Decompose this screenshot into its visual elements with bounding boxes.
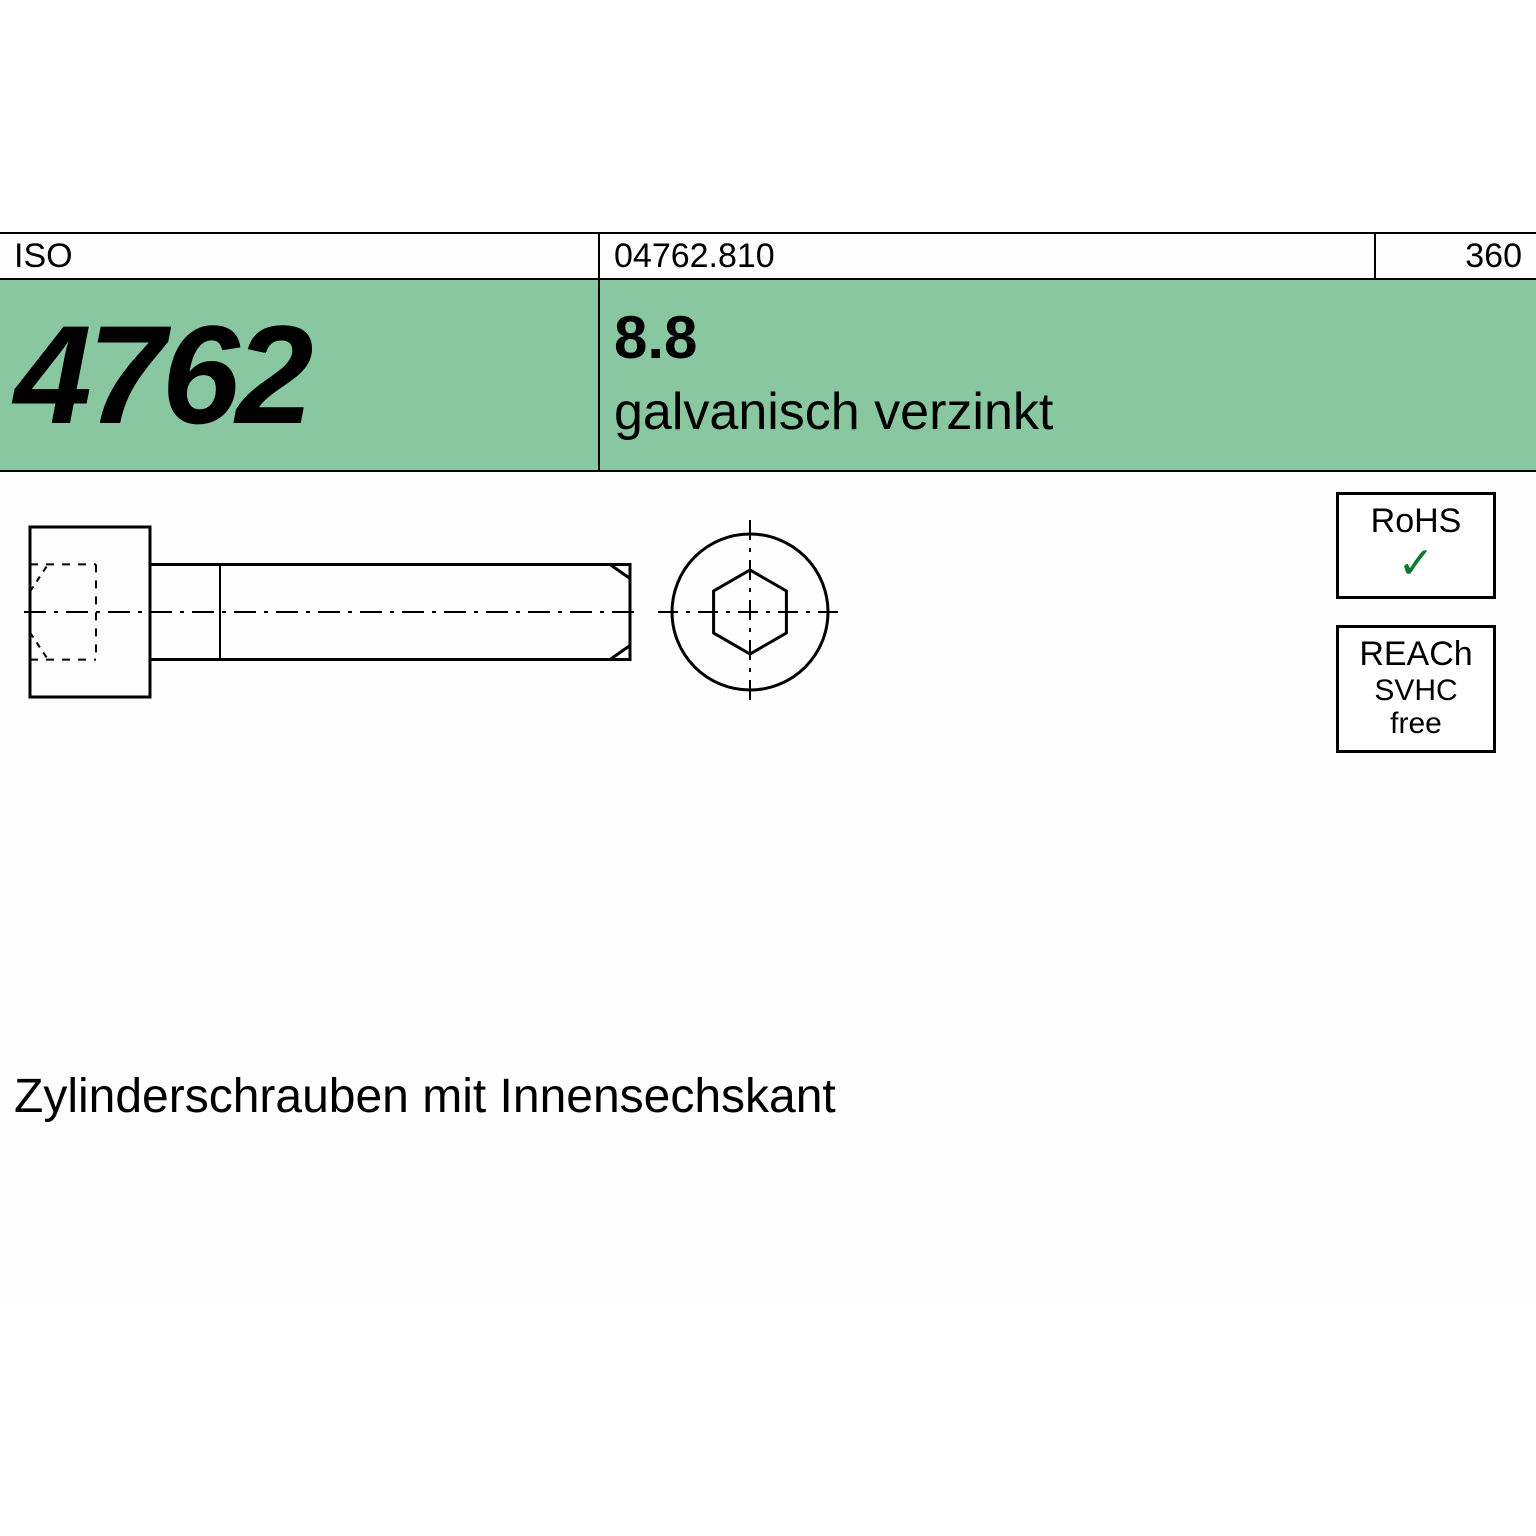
strength-grade: 8.8	[614, 303, 1522, 372]
spec-card: ISO 04762.810 360 4762 8.8 galvanisch ve…	[0, 232, 1536, 1304]
rohs-badge: RoHS ✓	[1336, 492, 1496, 599]
technical-drawing	[20, 502, 840, 722]
header-iso: ISO	[0, 234, 600, 278]
check-icon: ✓	[1398, 542, 1435, 586]
product-caption: Zylinderschrauben mit Innensechskant	[14, 1069, 836, 1124]
header-page: 360	[1376, 234, 1536, 278]
standard-number-cell: 4762	[0, 280, 600, 470]
standard-number: 4762	[14, 305, 584, 445]
compliance-badges: RoHS ✓ REACh SVHC free	[1336, 492, 1516, 779]
reach-line3: free	[1345, 707, 1487, 740]
letterbox-bottom	[0, 1304, 1536, 1536]
reach-line2: SVHC	[1345, 674, 1487, 707]
rohs-title: RoHS	[1345, 503, 1487, 540]
header-code: 04762.810	[600, 234, 1376, 278]
letterbox-top	[0, 0, 1536, 232]
finish-text: galvanisch verzinkt	[614, 382, 1522, 442]
header-row: ISO 04762.810 360	[0, 232, 1536, 280]
screw-drawing-svg	[20, 502, 840, 722]
grade-finish-cell: 8.8 galvanisch verzinkt	[600, 280, 1536, 470]
green-band: 4762 8.8 galvanisch verzinkt	[0, 280, 1536, 472]
reach-badge: REACh SVHC free	[1336, 625, 1496, 752]
drawing-row: RoHS ✓ REACh SVHC free	[0, 472, 1536, 812]
reach-line1: REACh	[1345, 636, 1487, 673]
